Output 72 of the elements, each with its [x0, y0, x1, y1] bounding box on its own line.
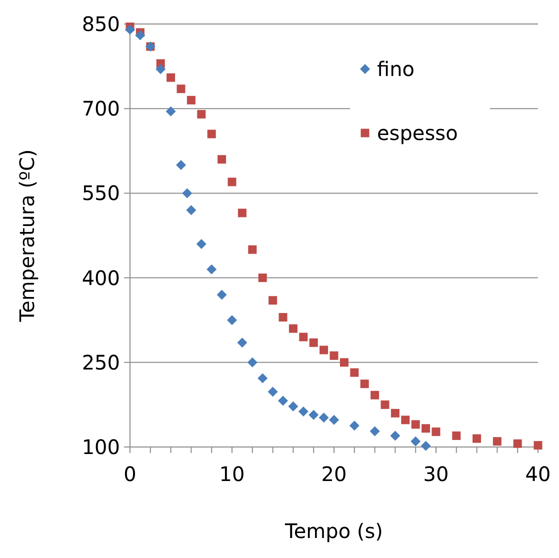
x-tick-label: 30	[423, 462, 449, 486]
x-tick-label: 40	[525, 462, 551, 486]
point	[380, 400, 390, 409]
point	[166, 73, 176, 82]
point	[422, 424, 430, 433]
point	[432, 428, 440, 436]
point	[258, 373, 268, 384]
y-tick-label: 400	[82, 266, 120, 290]
point	[156, 64, 166, 74]
point	[329, 414, 339, 425]
point	[248, 245, 257, 254]
point	[288, 324, 298, 333]
y-tick-label: 850	[82, 12, 120, 36]
point	[330, 351, 338, 360]
point	[238, 208, 246, 218]
point	[534, 441, 542, 450]
x-axis-title: Tempo (s)	[284, 519, 383, 543]
point	[360, 380, 369, 388]
y-tick-label: 550	[82, 181, 120, 206]
point	[237, 338, 248, 348]
legend-label: fino	[377, 57, 415, 81]
point	[228, 178, 236, 186]
point	[278, 313, 288, 322]
point	[299, 332, 308, 342]
point	[216, 290, 227, 300]
point	[390, 408, 400, 418]
point	[166, 106, 176, 116]
point	[401, 416, 410, 424]
point	[420, 440, 431, 451]
point	[268, 296, 278, 305]
point	[206, 264, 217, 274]
x-tick-label: 0	[124, 462, 136, 486]
point	[513, 439, 522, 448]
point	[135, 30, 146, 40]
point	[186, 205, 196, 216]
point	[390, 430, 400, 441]
y-tick-label: 100	[82, 435, 120, 459]
point	[278, 396, 288, 406]
point	[218, 155, 226, 164]
x-tick-label: 10	[219, 462, 245, 486]
point	[370, 390, 380, 400]
point	[207, 130, 216, 138]
point	[350, 368, 359, 377]
point	[472, 434, 482, 443]
point	[176, 160, 186, 170]
x-tick-label: 20	[321, 462, 347, 486]
point	[176, 84, 186, 94]
point	[318, 412, 329, 423]
point	[492, 437, 502, 446]
point	[349, 420, 360, 431]
point	[227, 315, 237, 326]
point	[370, 426, 380, 436]
point	[196, 238, 206, 249]
y-axis-title: Temperatura (ºC)	[15, 149, 39, 323]
point	[298, 406, 308, 416]
point	[410, 436, 421, 446]
point	[309, 338, 318, 347]
point	[186, 96, 196, 104]
point	[258, 274, 267, 282]
point	[452, 431, 461, 440]
point	[411, 420, 420, 429]
point	[308, 410, 319, 420]
point	[340, 358, 348, 367]
y-tick-label: 700	[82, 96, 120, 121]
point	[288, 401, 298, 412]
point	[197, 110, 206, 118]
point	[268, 386, 278, 397]
point	[320, 346, 328, 354]
y-tick-label: 250	[82, 350, 120, 374]
point	[247, 357, 258, 368]
point	[182, 188, 192, 198]
legend-label: espesso	[377, 121, 458, 145]
